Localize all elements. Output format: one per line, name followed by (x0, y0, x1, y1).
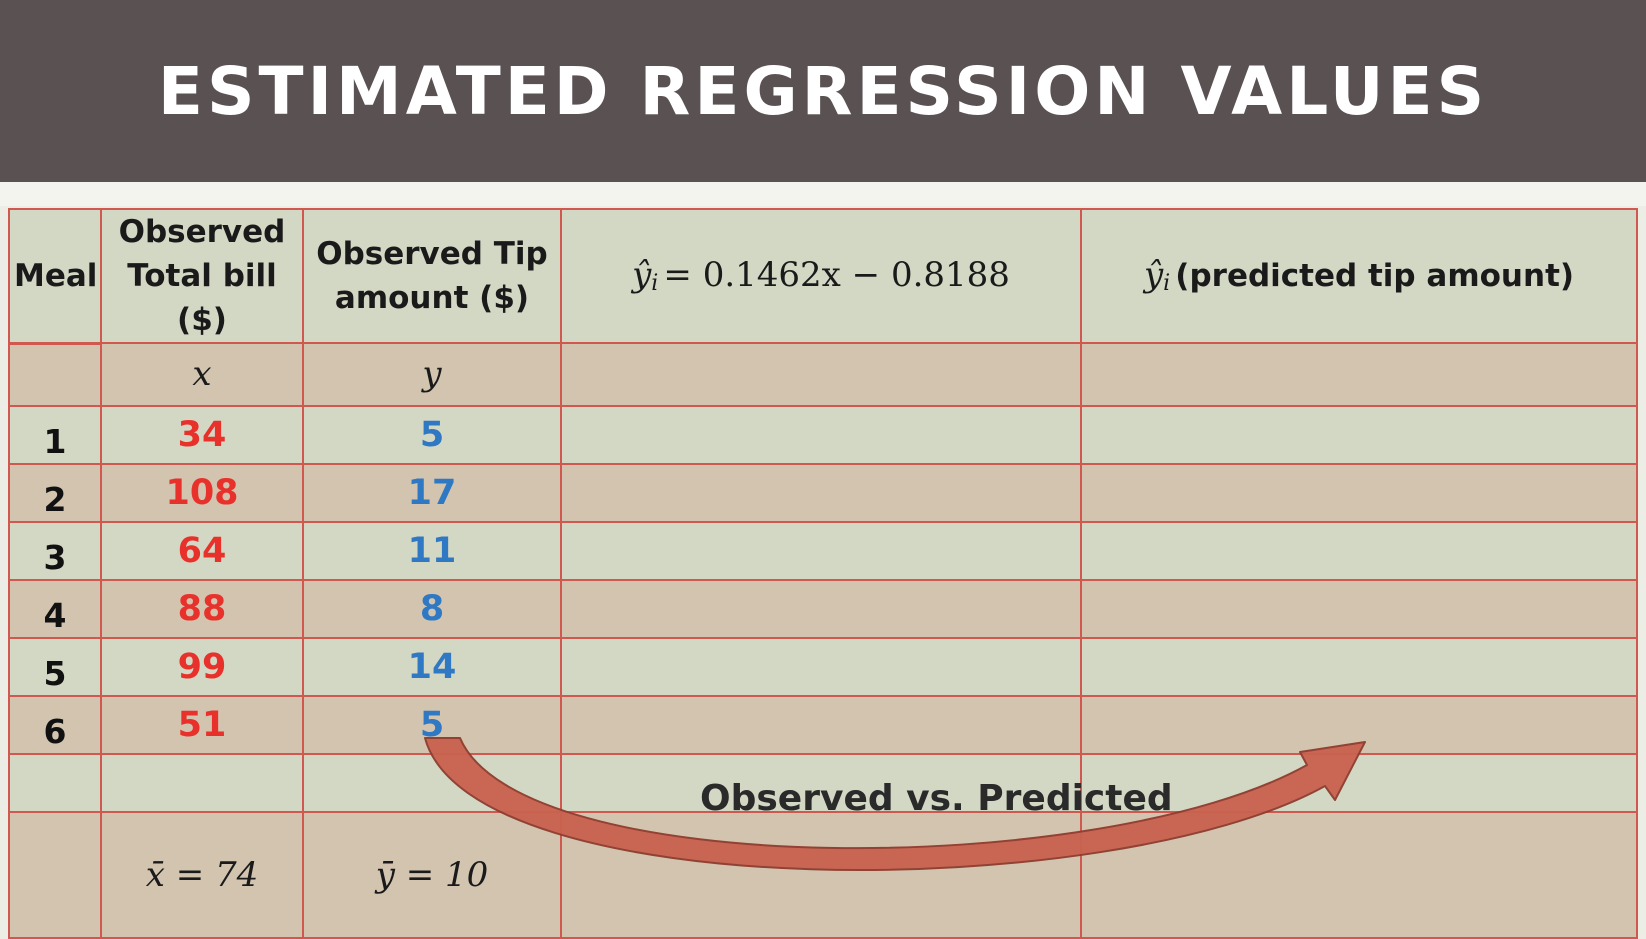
y-mean-cell: ȳ = 10 (302, 810, 562, 939)
divider (0, 182, 1646, 206)
header-tip-line1: Observed Tip (316, 236, 548, 272)
meal-number: 3 (43, 538, 67, 577)
predicted-subscript: i (1163, 271, 1171, 297)
means-eq-cell (560, 810, 1082, 939)
table-row: 4 88 8 (8, 578, 1638, 639)
equation-value-cell (560, 520, 1082, 581)
meal-number: 6 (43, 712, 67, 751)
equation-value-cell (560, 636, 1082, 697)
table-row: 2 108 17 (8, 462, 1638, 523)
variable-y: y (422, 354, 442, 395)
meal-number: 2 (43, 480, 67, 519)
bill-value: 108 (165, 472, 239, 513)
bill-value: 88 (177, 588, 227, 629)
header-bill-cell: Observed Total bill ($) (100, 208, 304, 344)
means-meal-cell (8, 810, 102, 939)
predicted-yhat: ŷ (1143, 255, 1164, 296)
equation-value-cell (560, 462, 1082, 523)
header-tip-cell: Observed Tip amount ($) (302, 208, 562, 344)
header-predicted-cell: ŷi (predicted tip amount) (1080, 208, 1638, 344)
means-pred-cell (1080, 810, 1638, 939)
bill-value: 64 (177, 530, 227, 571)
header-bill-line1: Observed (118, 214, 286, 250)
variable-x-cell: x (100, 342, 304, 407)
equation-value-cell (560, 404, 1082, 465)
meal-number: 1 (43, 422, 67, 461)
equation-yhat: ŷ (632, 255, 652, 296)
variable-meal-cell (8, 342, 102, 407)
variable-pred-cell (1080, 342, 1638, 407)
meal-number: 5 (43, 654, 67, 693)
title-bar: ESTIMATED REGRESSION VALUES (0, 0, 1646, 182)
header-meal: Meal (14, 257, 98, 294)
means-row: x̄ = 74 ȳ = 10 (8, 810, 1638, 939)
observed-vs-predicted-label: Observed vs. Predicted (700, 778, 1173, 819)
equation-subscript: i (651, 271, 659, 297)
tip-value: 5 (419, 704, 445, 745)
predicted-value-cell (1080, 404, 1638, 465)
predicted-value-cell (1080, 694, 1638, 755)
header-row: Meal Observed Total bill ($) Observed Ti… (8, 208, 1638, 345)
predicted-label: (predicted tip amount) (1175, 258, 1575, 295)
tip-value: 5 (419, 414, 445, 455)
header-meal-cell: Meal (8, 208, 102, 345)
table-row: 3 64 11 (8, 520, 1638, 581)
bill-value: 51 (177, 704, 227, 745)
header-tip-line2: amount ($) (334, 280, 530, 316)
predicted-value-cell (1080, 578, 1638, 639)
y-mean: ȳ = 10 (375, 854, 489, 895)
table-row: 5 99 14 (8, 636, 1638, 697)
header-bill-line2: Total bill ($) (127, 258, 277, 338)
x-mean-cell: x̄ = 74 (100, 810, 304, 939)
equation-value-cell (560, 578, 1082, 639)
bill-value: 34 (177, 414, 227, 455)
equation-value-cell (560, 694, 1082, 755)
tip-value: 14 (407, 646, 457, 687)
tip-value: 17 (407, 472, 457, 513)
tip-value: 11 (407, 530, 457, 571)
regression-table: Meal Observed Total bill ($) Observed Ti… (8, 208, 1638, 939)
table-row: 6 51 5 (8, 694, 1638, 755)
header-equation-cell: ŷi = 0.1462x − 0.8188 (560, 208, 1082, 344)
variable-x: x (192, 354, 212, 395)
equation-rhs: = 0.1462x − 0.8188 (663, 255, 1010, 296)
predicted-value-cell (1080, 520, 1638, 581)
variable-row: x y (8, 342, 1638, 407)
table-row: 1 34 5 (8, 404, 1638, 465)
variable-eq-cell (560, 342, 1082, 407)
variable-y-cell: y (302, 342, 562, 407)
bill-value: 99 (177, 646, 227, 687)
x-mean: x̄ = 74 (145, 854, 259, 895)
meal-number: 4 (43, 596, 67, 635)
predicted-value-cell (1080, 636, 1638, 697)
slide-title: ESTIMATED REGRESSION VALUES (157, 52, 1489, 130)
predicted-value-cell (1080, 462, 1638, 523)
tip-value: 8 (419, 588, 445, 629)
